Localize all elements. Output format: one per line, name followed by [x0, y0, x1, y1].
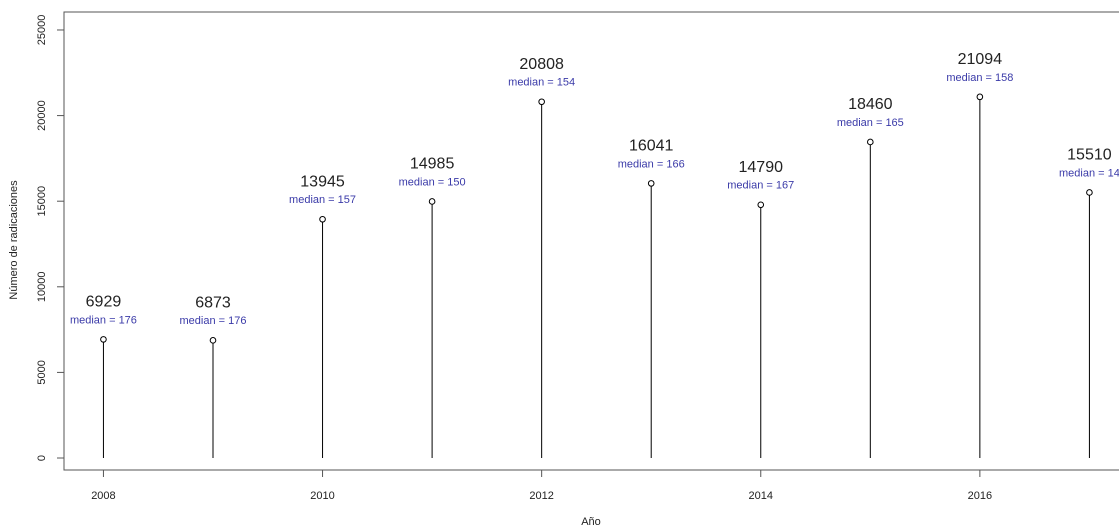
median-label: median = 154 — [508, 77, 575, 89]
stem-point — [319, 215, 326, 223]
y-tick-label: 5000 — [36, 360, 48, 384]
y-tick-label: 20000 — [36, 100, 48, 131]
plot-frame — [63, 11, 1119, 471]
median-label: median = 157 — [289, 194, 356, 206]
x-tick-label: 2014 — [749, 490, 773, 502]
median-label: median = 150 — [399, 176, 466, 188]
value-label: 21094 — [958, 51, 1003, 68]
x-tick-label: 2008 — [91, 490, 115, 502]
stem-point — [100, 336, 107, 343]
x-tick-label: 2010 — [310, 490, 334, 502]
median-label: median = 167 — [727, 180, 794, 192]
stem-point — [538, 98, 545, 106]
stem-point — [647, 180, 655, 187]
y-tick-label: 10000 — [36, 272, 48, 303]
stem-point — [867, 138, 874, 146]
value-label: 6873 — [195, 295, 231, 312]
stem-point — [209, 337, 217, 344]
value-label: 18460 — [848, 96, 893, 113]
x-tick-label: 2016 — [968, 490, 992, 502]
value-label: 13945 — [300, 173, 345, 190]
value-label: 14985 — [410, 156, 455, 173]
value-label: 15510 — [1067, 147, 1112, 164]
median-label: median = 176 — [180, 315, 247, 327]
y-axis-label: Número de radicaciones — [8, 180, 20, 300]
value-label: 20808 — [519, 56, 564, 73]
value-label: 16041 — [629, 138, 674, 155]
y-tick-label: 15000 — [36, 186, 48, 217]
median-label: median = 14 — [1059, 167, 1119, 179]
y-tick-label: 0 — [36, 455, 48, 461]
value-label: 6929 — [86, 294, 122, 311]
x-axis-label: Año — [581, 516, 601, 528]
stem-point — [1086, 189, 1093, 196]
median-label: median = 165 — [837, 117, 904, 129]
stem-point — [428, 198, 436, 205]
median-label: median = 176 — [70, 314, 137, 326]
median-label: median = 158 — [946, 72, 1013, 84]
x-tick-label: 2012 — [529, 490, 553, 502]
value-label: 14790 — [739, 159, 784, 176]
y-tick-label: 25000 — [36, 15, 48, 46]
median-label: median = 166 — [618, 158, 685, 170]
stem-point — [976, 93, 984, 101]
stem-point — [757, 201, 765, 209]
